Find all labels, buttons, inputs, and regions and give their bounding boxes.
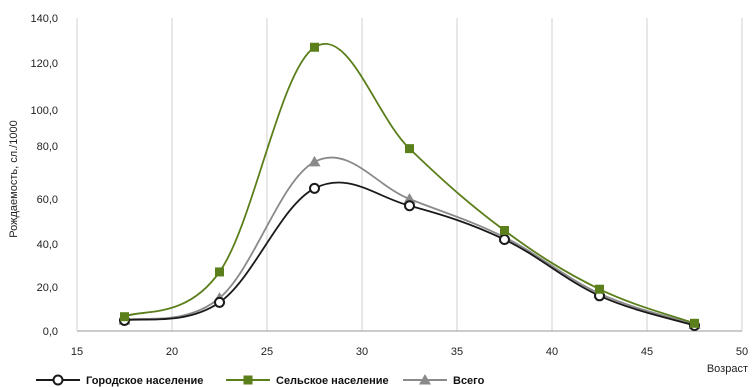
legend-item: Городское население xyxy=(36,374,203,387)
legend-item: Сельское население xyxy=(226,375,389,387)
legend-marker xyxy=(419,374,431,385)
x-axis-title: Возраст xyxy=(707,363,748,375)
data-point xyxy=(310,42,319,52)
y-tick-label: 140,0 xyxy=(30,13,58,25)
x-tick-label: 20 xyxy=(166,346,178,358)
legend-item: Всего xyxy=(403,374,485,387)
data-point xyxy=(309,182,320,194)
legend-label: Всего xyxy=(453,375,485,387)
data-point xyxy=(405,144,414,154)
data-point xyxy=(404,200,415,212)
data-point xyxy=(499,234,510,245)
data-point xyxy=(214,296,225,308)
x-tick-label: 35 xyxy=(451,346,463,358)
y-axis-title: Рождаемость, сл./1000 xyxy=(8,120,20,237)
series-line xyxy=(124,43,695,325)
series-square xyxy=(120,42,699,328)
x-tick-label: 15 xyxy=(71,346,83,358)
x-tick-label: 50 xyxy=(736,346,748,358)
series-triangle xyxy=(118,155,701,329)
x-tick-label: 40 xyxy=(546,346,558,358)
y-tick-label: 120,0 xyxy=(30,58,58,70)
x-tick-label: 25 xyxy=(261,346,273,358)
y-tick-label: 0,0 xyxy=(43,326,58,338)
series-circle xyxy=(119,181,700,331)
x-tick-label: 45 xyxy=(641,346,653,358)
legend-marker xyxy=(243,375,253,385)
y-tick-label: 100,0 xyxy=(30,105,58,117)
data-point xyxy=(595,284,604,294)
series-group xyxy=(118,42,701,331)
y-tick-label: 40,0 xyxy=(37,239,58,251)
y-tick-label: 20,0 xyxy=(37,282,58,294)
data-point xyxy=(500,226,509,235)
legend-label: Сельское население xyxy=(276,375,389,387)
data-point xyxy=(403,193,416,204)
x-tick-label: 30 xyxy=(356,346,368,358)
y-tick-label: 80,0 xyxy=(37,141,58,153)
legend-label: Городское население xyxy=(86,375,203,387)
axis-ticks: 15 20 25 30 35 40 45 50 0,0 20,0 40,0 60,0 80,0 100,0… xyxy=(30,13,748,358)
data-point xyxy=(120,312,129,322)
y-tick-label: 60,0 xyxy=(37,194,58,206)
legend: Городское население Сельское население Все… xyxy=(36,374,485,387)
data-point xyxy=(215,267,224,277)
data-point xyxy=(690,318,699,328)
grid xyxy=(76,18,743,332)
data-point xyxy=(308,155,321,167)
legend-marker xyxy=(52,374,64,386)
